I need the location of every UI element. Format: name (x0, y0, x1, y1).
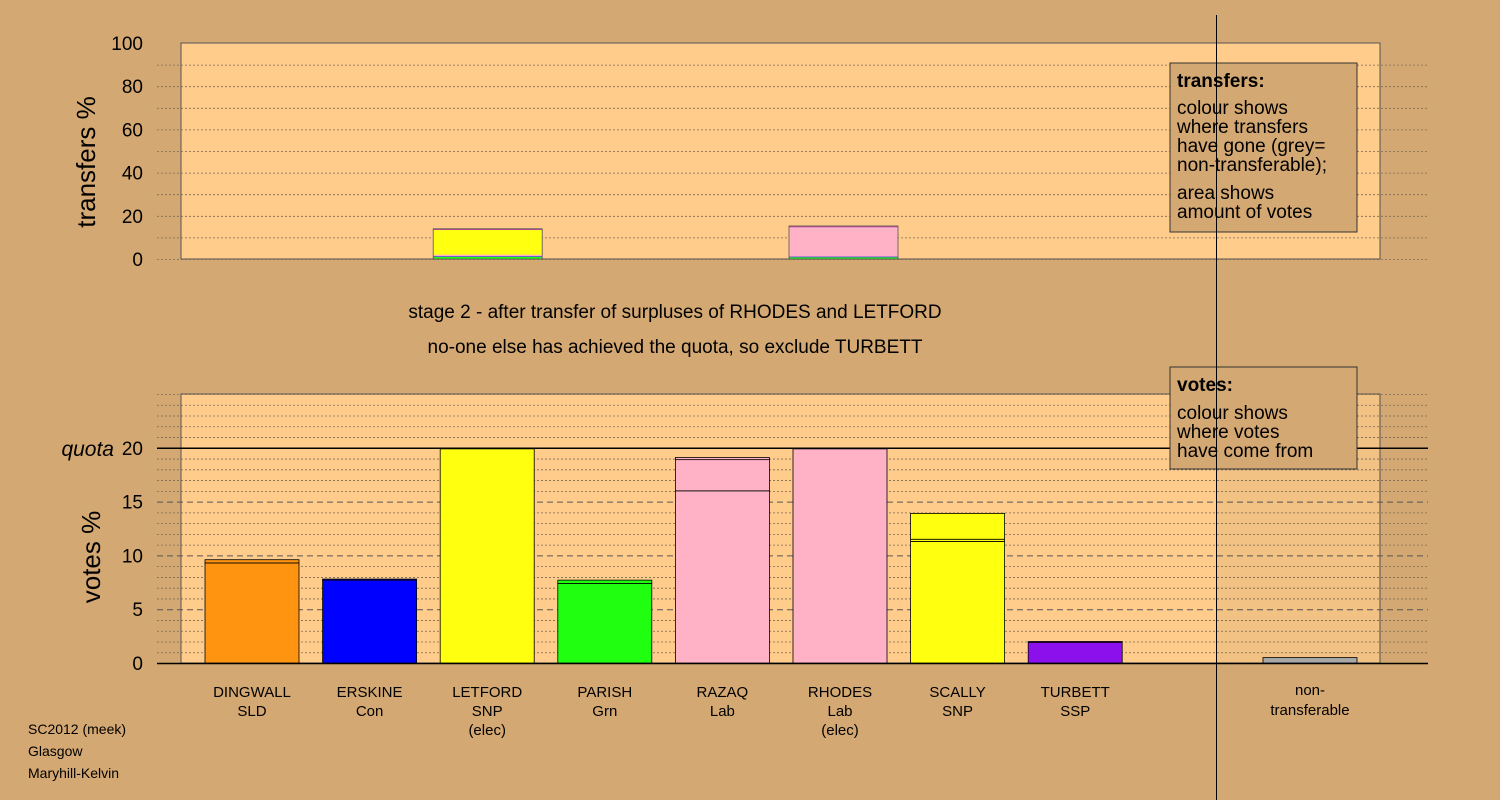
y-tick-label: 15 (122, 493, 143, 514)
transfer-bar-segment (433, 256, 543, 257)
candidate-label: SNP (472, 703, 503, 720)
vote-bar-segment (439, 448, 535, 664)
footer-line: Glasgow (28, 743, 83, 759)
candidate-label: SLD (237, 703, 266, 720)
votes-y-ticks: 0 5 10 15 20 (122, 439, 143, 675)
transfer-bar-segment (789, 227, 898, 257)
candidate-label: RAZAQ (697, 684, 749, 701)
candidate-label: Grn (592, 703, 617, 720)
transfers-bars (432, 225, 899, 260)
transfers-y-label: transfers % (71, 96, 101, 228)
y-tick-label: 80 (122, 77, 143, 98)
vote-bar-segment (204, 562, 300, 664)
transfers-y-ticks: 0 20 40 60 80 100 (111, 34, 143, 271)
transfer-bar-segment (433, 254, 543, 257)
candidate-label: Con (356, 703, 384, 720)
transfer-bar-outline (788, 225, 899, 260)
transfers-legend-line: where transfers (1176, 117, 1308, 138)
y-tick-label: 0 (132, 250, 143, 271)
vote-bar-segment (910, 513, 1005, 540)
candidate-label: LETFORD (452, 684, 522, 701)
y-tick-label: 60 (122, 120, 143, 141)
transfer-bar-segment (433, 229, 543, 255)
votes-legend-title: votes: (1177, 375, 1233, 396)
candidate-label: DINGWALL (213, 684, 291, 701)
quota-label: quota (61, 438, 114, 461)
votes-y-label: votes % (76, 511, 106, 604)
candidate-label: ERSKINE (337, 684, 403, 701)
nontransferable-bar (1262, 657, 1358, 664)
candidate-label: SSP (1060, 703, 1090, 720)
vote-bar-segment (1027, 641, 1123, 643)
vote-bar-segment (557, 582, 653, 664)
candidate-label: (elec) (468, 722, 506, 739)
candidate-label: Lab (827, 703, 852, 720)
transfer-bar-segment (789, 226, 898, 228)
candidate-labels: DINGWALL SLD ERSKINE Con LETFORD SNP (elec) PAR… (213, 682, 1350, 739)
transfers-legend-line: non-transferable); (1177, 155, 1327, 176)
transfer-bar-segment (433, 256, 543, 259)
vote-bar-segment (675, 459, 770, 492)
candidate-label: (elec) (821, 722, 859, 739)
footer-line: Maryhill-Kelvin (28, 765, 119, 781)
transfer-bar-outline (432, 228, 543, 260)
vote-bar-segment (322, 579, 418, 664)
votes-legend-line: have come from (1177, 441, 1313, 462)
transfer-bar-segment (789, 257, 898, 259)
candidate-label: SCALLY (929, 684, 985, 701)
candidate-label: TURBETT (1041, 684, 1110, 701)
y-tick-label: 100 (111, 34, 143, 55)
vote-bar-segment (675, 457, 770, 461)
transfer-bar-segment (789, 256, 898, 258)
transfers-legend-line: amount of votes (1177, 202, 1312, 223)
transfer-bar-segment (433, 229, 543, 231)
y-tick-label: 0 (132, 654, 143, 675)
stage-action: no-one else has achieved the quota, so e… (428, 337, 923, 358)
footer-line: SC2012 (meek) (28, 721, 126, 737)
nontransferable-label: transferable (1270, 702, 1349, 719)
vote-bar-segment (322, 578, 418, 581)
votes-legend-line: where votes (1176, 422, 1279, 443)
transfers-legend-line: area shows (1177, 183, 1274, 204)
transfers-legend-line: have gone (grey= (1177, 136, 1325, 157)
vote-bar-segment (557, 579, 653, 584)
transfers-legend-line: colour shows (1177, 98, 1288, 119)
vote-bar-segment (675, 490, 770, 664)
y-tick-label: 20 (122, 439, 143, 460)
y-tick-label: 20 (122, 207, 143, 228)
candidate-label: Lab (710, 703, 735, 720)
votes-bars (204, 448, 1358, 664)
y-tick-label: 40 (122, 164, 143, 185)
y-tick-label: 5 (132, 600, 143, 621)
y-tick-label: 10 (122, 546, 143, 567)
vote-bar-segment (792, 448, 888, 664)
nontransferable-label: non- (1295, 682, 1325, 699)
transfers-legend: transfers: colour shows where transfers … (1169, 62, 1358, 233)
vote-bar-segment (910, 541, 1005, 664)
candidate-label: SNP (942, 703, 973, 720)
stage-description: stage 2 - after transfer of surpluses of… (408, 302, 941, 323)
vote-bar-segment (204, 559, 300, 564)
candidate-label: RHODES (808, 684, 872, 701)
votes-legend: votes: colour shows where votes have com… (1169, 366, 1358, 470)
votes-legend-line: colour shows (1177, 403, 1288, 424)
candidate-label: PARISH (577, 684, 632, 701)
transfers-legend-title: transfers: (1177, 71, 1265, 92)
vote-bar-segment (1027, 642, 1123, 664)
